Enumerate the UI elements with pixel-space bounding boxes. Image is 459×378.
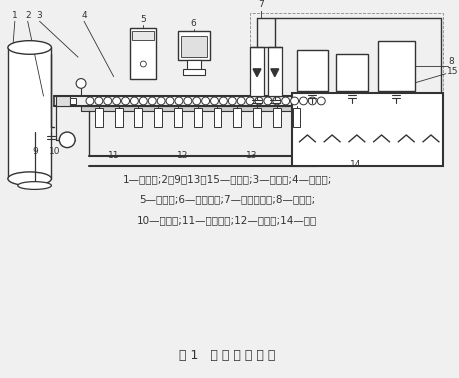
Circle shape [184, 97, 191, 105]
Bar [233, 108, 241, 127]
Bar [132, 31, 154, 40]
Polygon shape [252, 69, 260, 77]
Bar [336, 54, 367, 91]
Bar [56, 96, 70, 106]
Circle shape [104, 97, 112, 105]
Bar [70, 98, 76, 104]
Circle shape [95, 97, 102, 105]
Circle shape [299, 97, 307, 105]
Circle shape [219, 97, 227, 105]
Text: 10—抜水泵;11—被检水表;12—操作台;14—水池: 10—抜水泵;11—被检水表;12—操作台;14—水池 [137, 215, 317, 225]
Polygon shape [270, 69, 278, 77]
Bar [296, 50, 327, 91]
Bar [95, 108, 102, 127]
Circle shape [272, 97, 280, 105]
Circle shape [201, 97, 209, 105]
Circle shape [140, 61, 146, 67]
Circle shape [130, 97, 138, 105]
Bar [186, 60, 200, 70]
Bar [272, 108, 280, 127]
Text: 1: 1 [12, 11, 17, 20]
Text: 12: 12 [177, 151, 188, 160]
Bar [292, 108, 300, 127]
Text: 11: 11 [108, 151, 119, 160]
Circle shape [59, 132, 75, 147]
Circle shape [148, 97, 156, 105]
Circle shape [281, 97, 289, 105]
Circle shape [121, 97, 129, 105]
Circle shape [139, 97, 147, 105]
Bar [291, 93, 442, 166]
Text: 14: 14 [349, 160, 361, 169]
Text: 9: 9 [33, 147, 39, 156]
Bar [183, 69, 204, 75]
Circle shape [246, 97, 253, 105]
Bar [180, 36, 206, 57]
Circle shape [308, 97, 316, 105]
Circle shape [317, 97, 325, 105]
Text: 6: 6 [190, 19, 196, 28]
Ellipse shape [8, 41, 51, 54]
Text: 图 1   水 表 装 置 结 构: 图 1 水 表 装 置 结 构 [179, 349, 275, 363]
Circle shape [157, 97, 165, 105]
Bar [134, 108, 142, 127]
Circle shape [210, 97, 218, 105]
Text: 10: 10 [49, 147, 60, 156]
Bar [154, 108, 162, 127]
Text: 1—稳压罐;2、9、13、15—开关阀;3—压力表;4—摄像头;: 1—稳压罐;2、9、13、15—开关阀;3—压力表;4—摄像头; [123, 174, 331, 184]
Text: 4: 4 [81, 11, 87, 20]
Text: 13: 13 [246, 151, 257, 160]
Bar [178, 31, 209, 60]
Circle shape [112, 97, 120, 105]
Circle shape [228, 97, 236, 105]
Bar [81, 106, 325, 111]
Text: 5—控制柜;6—操作电脑;7—浮子流量计;8—标准罐;: 5—控制柜;6—操作电脑;7—浮子流量计;8—标准罐; [139, 194, 315, 204]
Bar [250, 14, 442, 96]
Bar [193, 108, 201, 127]
Circle shape [76, 79, 86, 88]
Text: 3: 3 [37, 11, 42, 20]
Circle shape [254, 97, 263, 105]
Bar [114, 108, 122, 127]
Ellipse shape [18, 182, 51, 189]
Circle shape [86, 97, 94, 105]
Text: 15: 15 [446, 67, 457, 76]
Text: 8: 8 [448, 57, 453, 66]
Circle shape [166, 97, 174, 105]
Bar [377, 41, 414, 91]
Bar [250, 48, 263, 96]
Bar [213, 108, 221, 127]
Ellipse shape [8, 172, 51, 186]
Circle shape [174, 97, 183, 105]
Bar [174, 108, 181, 127]
Bar [130, 28, 156, 79]
Bar [267, 48, 281, 96]
Circle shape [290, 97, 298, 105]
Circle shape [263, 97, 271, 105]
Text: 2: 2 [25, 11, 30, 20]
Circle shape [237, 97, 245, 105]
Bar [8, 48, 51, 179]
Text: 7: 7 [257, 0, 263, 9]
Bar [252, 108, 260, 127]
Text: 5: 5 [140, 15, 146, 24]
Circle shape [192, 97, 200, 105]
